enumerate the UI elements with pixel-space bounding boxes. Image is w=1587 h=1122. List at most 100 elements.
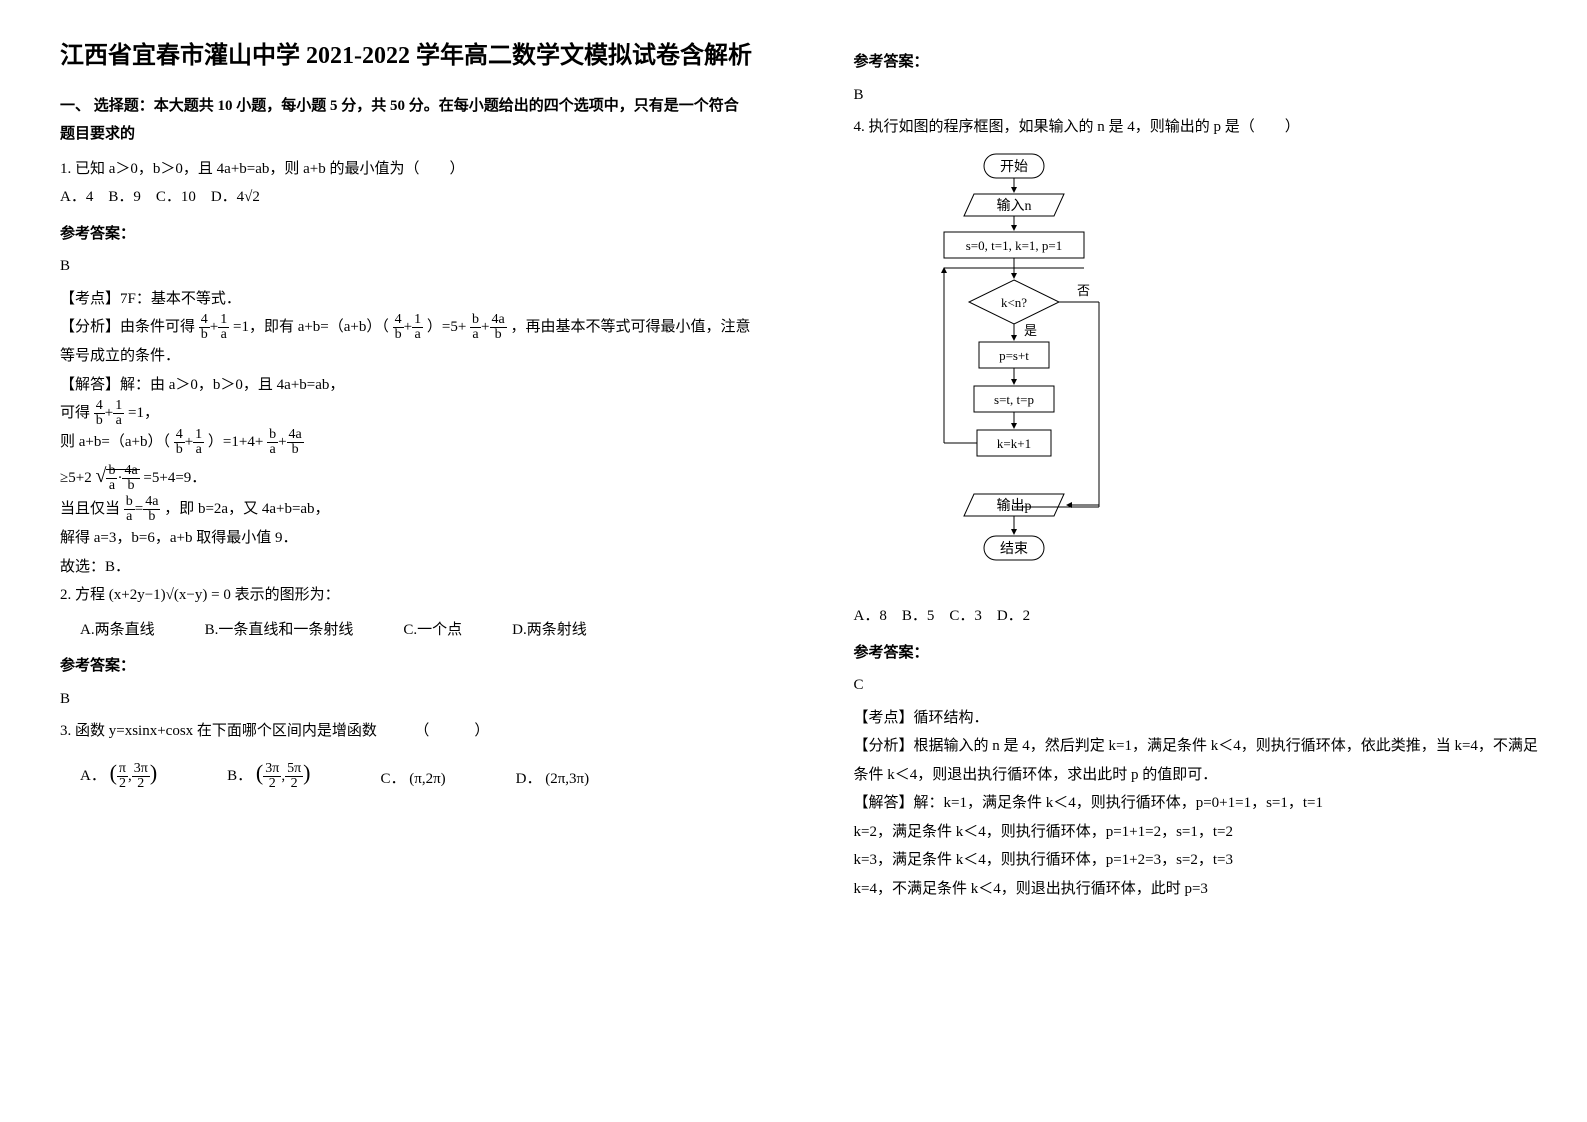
q2-options: A.两条直线 B.一条直线和一条射线 C.一个点 D.两条射线 bbox=[80, 616, 754, 645]
label: B． bbox=[227, 768, 252, 784]
flow-init: s=0, t=1, k=1, p=1 bbox=[965, 238, 1062, 253]
label: C． bbox=[380, 771, 405, 787]
left-paren-icon: ( bbox=[110, 760, 117, 785]
flow-yes: 是 bbox=[1024, 323, 1037, 338]
frac-3pi-2: 3π2 bbox=[263, 762, 281, 791]
answer-label: 参考答案： bbox=[60, 652, 754, 681]
sqrt-icon: √ bbox=[95, 465, 106, 487]
flow-step2: s=t, t=p bbox=[994, 392, 1034, 407]
frac-4a-over-b: 4ab bbox=[287, 428, 304, 457]
frac-1-over-a: 1a bbox=[412, 313, 423, 342]
q4-options: A．8 B．5 C．3 D．2 bbox=[854, 602, 1548, 631]
value: (π,2π) bbox=[409, 771, 445, 787]
text: =1，即有 a+b=（a+b）（ bbox=[233, 319, 389, 335]
right-paren-icon: ) bbox=[303, 760, 310, 785]
frac-pi-2: π2 bbox=[117, 762, 128, 791]
frac-1-over-a: 1a bbox=[113, 399, 124, 428]
frac-4a-over-b: 4ab bbox=[490, 313, 507, 342]
frac-b-over-a: ba bbox=[106, 464, 117, 493]
question-4-answer: C bbox=[854, 671, 1548, 700]
q4-s2: k=2，满足条件 k＜4，则执行循环体，p=1+1=2，s=1，t=2 bbox=[854, 818, 1548, 847]
answer-label: 参考答案： bbox=[60, 220, 754, 249]
q2-opt-a: A.两条直线 bbox=[80, 616, 155, 645]
q4-s4: k=4，不满足条件 k＜4，则退出执行循环体，此时 p=3 bbox=[854, 875, 1548, 904]
left-column: 江西省宜春市灌山中学 2021-2022 学年高二数学文模拟试卷含解析 一、 选… bbox=[0, 0, 794, 1122]
q1-analysis: 【分析】由条件可得 4b+1a =1，即有 a+b=（a+b）（ 4b+1a ）… bbox=[60, 313, 754, 371]
question-1-answer: B bbox=[60, 252, 754, 281]
text: =1， bbox=[128, 405, 159, 421]
text: 表示的图形为： bbox=[235, 587, 340, 603]
frac-4a-over-b: 4ab bbox=[122, 464, 139, 493]
radicand: ba·4ab bbox=[106, 469, 139, 486]
right-paren-icon: ) bbox=[150, 760, 157, 785]
text: ≥5+2 bbox=[60, 470, 92, 486]
flow-no: 否 bbox=[1077, 283, 1090, 298]
q3-options: A． (π2,3π2) B． (3π2,5π2) C． (π,2π) D． (2… bbox=[80, 752, 754, 794]
text: 【分析】由条件可得 bbox=[60, 319, 195, 335]
flow-start: 开始 bbox=[1000, 159, 1028, 175]
text: ）=1+4+ bbox=[208, 434, 263, 450]
answer-label: 参考答案： bbox=[854, 639, 1548, 668]
frac-4-over-b: 4b bbox=[174, 428, 185, 457]
main-title: 江西省宜春市灌山中学 2021-2022 学年高二数学文模拟试卷含解析 bbox=[60, 40, 754, 74]
q1-solve-l2: 可得 4b+1a =1， bbox=[60, 399, 754, 428]
value: (2π,3π) bbox=[545, 771, 589, 787]
q1-solve-l5: 当且仅当 ba=4ab ，即 b=2a，又 4a+b=ab， bbox=[60, 495, 754, 524]
text: ，即 b=2a，又 4a+b=ab， bbox=[164, 501, 329, 517]
q2-expr: (x+2y−1)√(x−y) = 0 bbox=[109, 587, 231, 603]
flowchart: 开始 输入n s=0, t=1, k=1, p=1 k<n? 否 bbox=[914, 152, 1548, 593]
flow-output: 输出p bbox=[996, 498, 1031, 514]
q2-opt-b: B.一条直线和一条射线 bbox=[205, 616, 354, 645]
frac-4-over-b: 4b bbox=[94, 399, 105, 428]
q1-solve-l6: 解得 a=3，b=6，a+b 取得最小值 9． bbox=[60, 524, 754, 553]
flow-step1: p=s+t bbox=[999, 348, 1029, 363]
q2-opt-d: D.两条射线 bbox=[512, 616, 587, 645]
answer-label: 参考答案： bbox=[854, 48, 1548, 77]
label: A． bbox=[80, 768, 106, 784]
page-container: 江西省宜春市灌山中学 2021-2022 学年高二数学文模拟试卷含解析 一、 选… bbox=[0, 0, 1587, 1122]
flowchart-svg: 开始 输入n s=0, t=1, k=1, p=1 k<n? 否 bbox=[914, 152, 1134, 582]
q3-opt-d: D． (2π,3π) bbox=[516, 765, 589, 794]
q1-solve-l3: 则 a+b=（a+b）（ 4b+1a ）=1+4+ ba+4ab bbox=[60, 428, 754, 457]
flow-cond: k<n? bbox=[1000, 295, 1026, 310]
text: 当且仅当 bbox=[60, 501, 120, 517]
q3-opt-b: B． (3π2,5π2) bbox=[227, 752, 310, 794]
flow-step3: k=k+1 bbox=[996, 436, 1030, 451]
q2-opt-c: C.一个点 bbox=[403, 616, 462, 645]
text: =5+4=9． bbox=[143, 470, 206, 486]
flow-end: 结束 bbox=[1000, 541, 1028, 557]
frac-3pi-2: 3π2 bbox=[132, 762, 150, 791]
q1-solve-l4: ≥5+2 √ba·4ab =5+4=9． bbox=[60, 457, 754, 495]
section-1-title: 一、 选择题：本大题共 10 小题，每小题 5 分，共 50 分。在每小题给出的… bbox=[60, 92, 754, 149]
q4-point: 【考点】循环结构． bbox=[854, 704, 1548, 733]
flow-input: 输入n bbox=[996, 198, 1031, 214]
text: 则 a+b=（a+b）（ bbox=[60, 434, 170, 450]
q3-opt-a: A． (π2,3π2) bbox=[80, 752, 157, 794]
question-2-answer: B bbox=[60, 685, 754, 714]
q1-pick: 故选：B． bbox=[60, 553, 754, 582]
frac-5pi-2: 5π2 bbox=[285, 762, 303, 791]
right-column: 参考答案： B 4. 执行如图的程序框图，如果输入的 n 是 4，则输出的 p … bbox=[794, 0, 1587, 1122]
q4-s3: k=3，满足条件 k＜4，则执行循环体，p=1+2=3，s=2，t=3 bbox=[854, 846, 1548, 875]
question-1: 1. 已知 a＞0，b＞0，且 4a+b=ab，则 a+b 的最小值为（ ） bbox=[60, 155, 754, 184]
frac-b-over-a: ba bbox=[267, 428, 278, 457]
q3-opt-c: C． (π,2π) bbox=[380, 765, 445, 794]
label: D． bbox=[516, 771, 542, 787]
question-1-options: A．4 B．9 C．10 D．4√2 bbox=[60, 183, 754, 212]
text: 可得 bbox=[60, 405, 90, 421]
frac-4-over-b: 4b bbox=[393, 313, 404, 342]
question-3-answer: B bbox=[854, 81, 1548, 110]
frac-1-over-a: 1a bbox=[218, 313, 229, 342]
frac-1-over-a: 1a bbox=[193, 428, 204, 457]
frac-b-over-a: ba bbox=[470, 313, 481, 342]
frac-4a-over-b: 4ab bbox=[143, 495, 160, 524]
question-4: 4. 执行如图的程序框图，如果输入的 n 是 4，则输出的 p 是（ ） bbox=[854, 113, 1548, 142]
q4-analysis: 【分析】根据输入的 n 是 4，然后判定 k=1，满足条件 k＜4，则执行循环体… bbox=[854, 732, 1548, 789]
q1-solve-l1: 【解答】解：由 a＞0，b＞0，且 4a+b=ab， bbox=[60, 371, 754, 400]
question-3: 3. 函数 y=xsinx+cosx 在下面哪个区间内是增函数 （ ） bbox=[60, 717, 754, 746]
frac-b-over-a: ba bbox=[124, 495, 135, 524]
frac-4-over-b: 4b bbox=[199, 313, 210, 342]
q1-point: 【考点】7F：基本不等式． bbox=[60, 285, 754, 314]
text: 2. 方程 bbox=[60, 587, 105, 603]
question-2: 2. 方程 (x+2y−1)√(x−y) = 0 表示的图形为： bbox=[60, 581, 754, 610]
